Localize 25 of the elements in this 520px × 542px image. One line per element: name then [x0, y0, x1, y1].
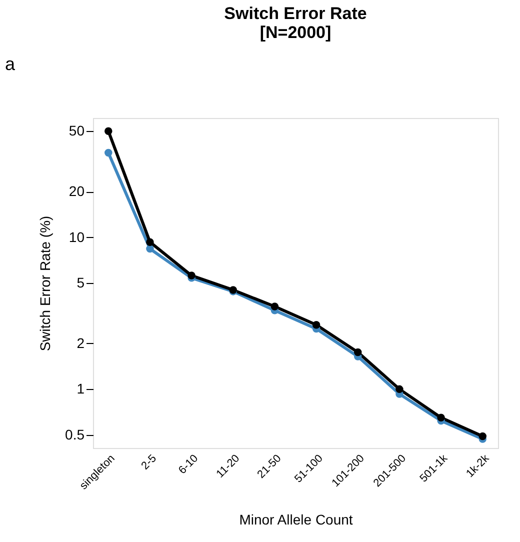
x-axis-title: Minor Allele Count [239, 511, 353, 528]
y-tick-label: 10 [68, 228, 85, 245]
point [354, 348, 362, 356]
point [104, 127, 112, 135]
point [188, 272, 196, 280]
point [270, 302, 279, 310]
point [104, 148, 112, 157]
point [478, 432, 486, 440]
text: a [5, 54, 16, 74]
x-tick-label: 2-5 [139, 452, 159, 472]
y-tick-label: 0.5 [65, 426, 85, 442]
point [437, 414, 445, 422]
x-tick-label: 6-10 [176, 452, 201, 477]
y-tick-label: 20 [68, 183, 85, 200]
y-tick-label: 1 [76, 380, 85, 397]
point [312, 321, 320, 329]
chart-title: Switch Error Rate [224, 4, 367, 23]
y-tick-label: 2 [76, 334, 85, 351]
y-tick-label: 50 [68, 122, 85, 139]
point [396, 385, 404, 394]
point [146, 238, 154, 246]
y-tick-label: 5 [76, 274, 85, 291]
point [146, 244, 154, 253]
y-axis-title: Switch Error Rate (%) [37, 216, 54, 352]
chart-subtitle: [N=2000] [260, 23, 332, 42]
